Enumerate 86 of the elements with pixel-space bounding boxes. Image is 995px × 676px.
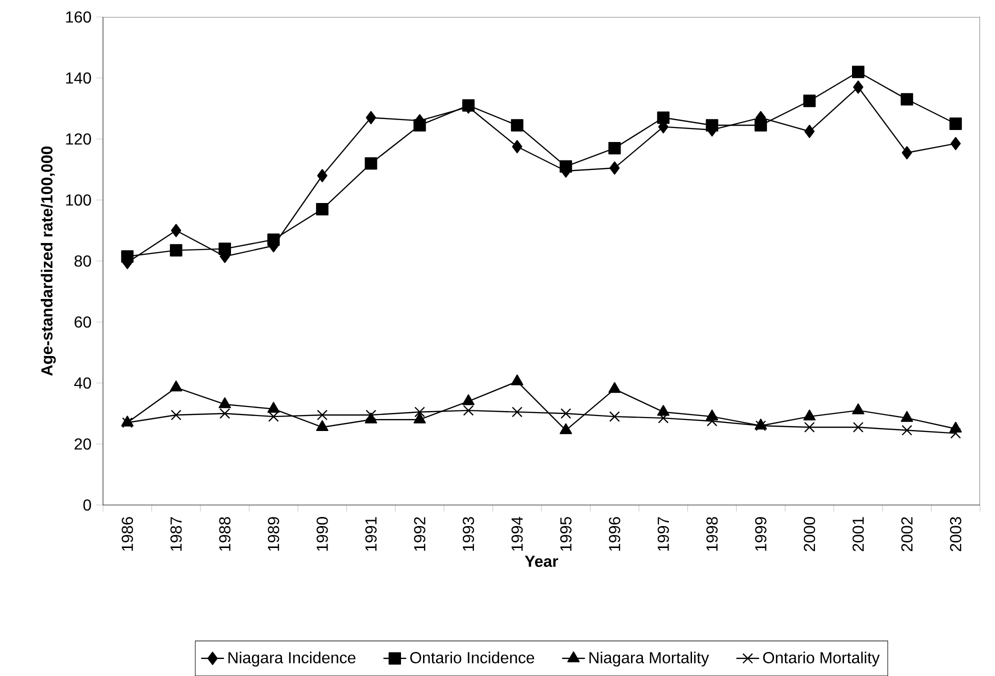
x-tick-label: 1998 [706,517,718,551]
y-tick-label: 0 [83,499,92,511]
point [852,403,864,414]
point [950,428,961,439]
point [317,168,328,182]
point [512,140,522,154]
point [949,117,962,130]
legend-label: Ontario Incidence [410,652,534,664]
y-tick-label: 20 [74,438,92,450]
y-axis-title: Age-standardized rate/100,000 [40,146,56,376]
x-tick-label: 1996 [608,517,620,551]
point [706,119,718,132]
point [657,111,670,124]
y-tick-label: 120 [66,133,92,145]
point [121,250,134,263]
point [609,161,620,175]
point [267,402,280,413]
y-tick-label: 140 [66,72,92,84]
y-tick-label: 160 [66,11,92,23]
legend-label: Niagara Mortality [589,652,710,666]
x-tick-label: 1989 [268,517,280,551]
x-tick-label: 1993 [462,517,474,551]
point [560,160,572,173]
point [754,119,767,132]
x-tick-label: 1986 [122,517,134,551]
x-tick-label: 1987 [170,517,182,551]
point [803,94,816,108]
point [267,233,280,246]
point [219,408,230,419]
point [366,410,376,420]
x-tick-label: 1994 [511,516,523,551]
point [414,406,426,418]
point [364,157,378,170]
y-tick-label: 80 [74,255,92,267]
point [218,397,231,408]
point [316,202,328,216]
x-tick-label: 1988 [219,517,230,551]
x-tick-label: 2000 [804,516,816,552]
y-tick-label: 100 [66,194,92,206]
point [560,423,572,434]
point [803,409,816,420]
x-tick-label: 2003 [950,517,962,552]
point [900,411,914,422]
x-tick-label: 1999 [755,517,766,551]
point [170,244,182,256]
point [853,80,864,94]
x-tick-label: 1997 [658,517,669,551]
point [268,411,279,422]
point [366,110,376,124]
point [218,242,232,255]
point [804,124,815,138]
legend-label: Niagara Incidence [228,652,356,666]
point [170,224,182,238]
x-tick-label: 2002 [901,517,913,552]
y-tick-label: 40 [74,377,92,389]
point [900,93,914,106]
point [316,420,328,431]
point [852,422,864,432]
x-axis-title: Year [524,556,558,567]
point [608,382,621,393]
point [511,374,524,386]
point [414,119,426,132]
point [609,411,620,422]
x-tick-label: 1992 [414,517,426,551]
point [950,136,961,150]
y-tick-label: 60 [74,316,92,328]
x-tick-label: 2001 [852,517,864,552]
point [462,394,475,406]
x-tick-label: 1995 [560,517,572,551]
point [706,416,718,426]
point [463,405,474,416]
point [512,406,522,418]
point [804,422,815,432]
point [902,424,912,436]
x-tick-label: 1990 [316,516,328,551]
point [510,119,524,132]
point [902,146,912,160]
point [414,412,426,424]
point [170,380,182,392]
x-tick-label: 1991 [365,517,377,551]
point [560,408,572,419]
point [852,66,864,78]
legend-label: Ontario Mortality [763,652,880,666]
point [316,410,328,420]
point [608,142,621,154]
point [170,410,182,420]
